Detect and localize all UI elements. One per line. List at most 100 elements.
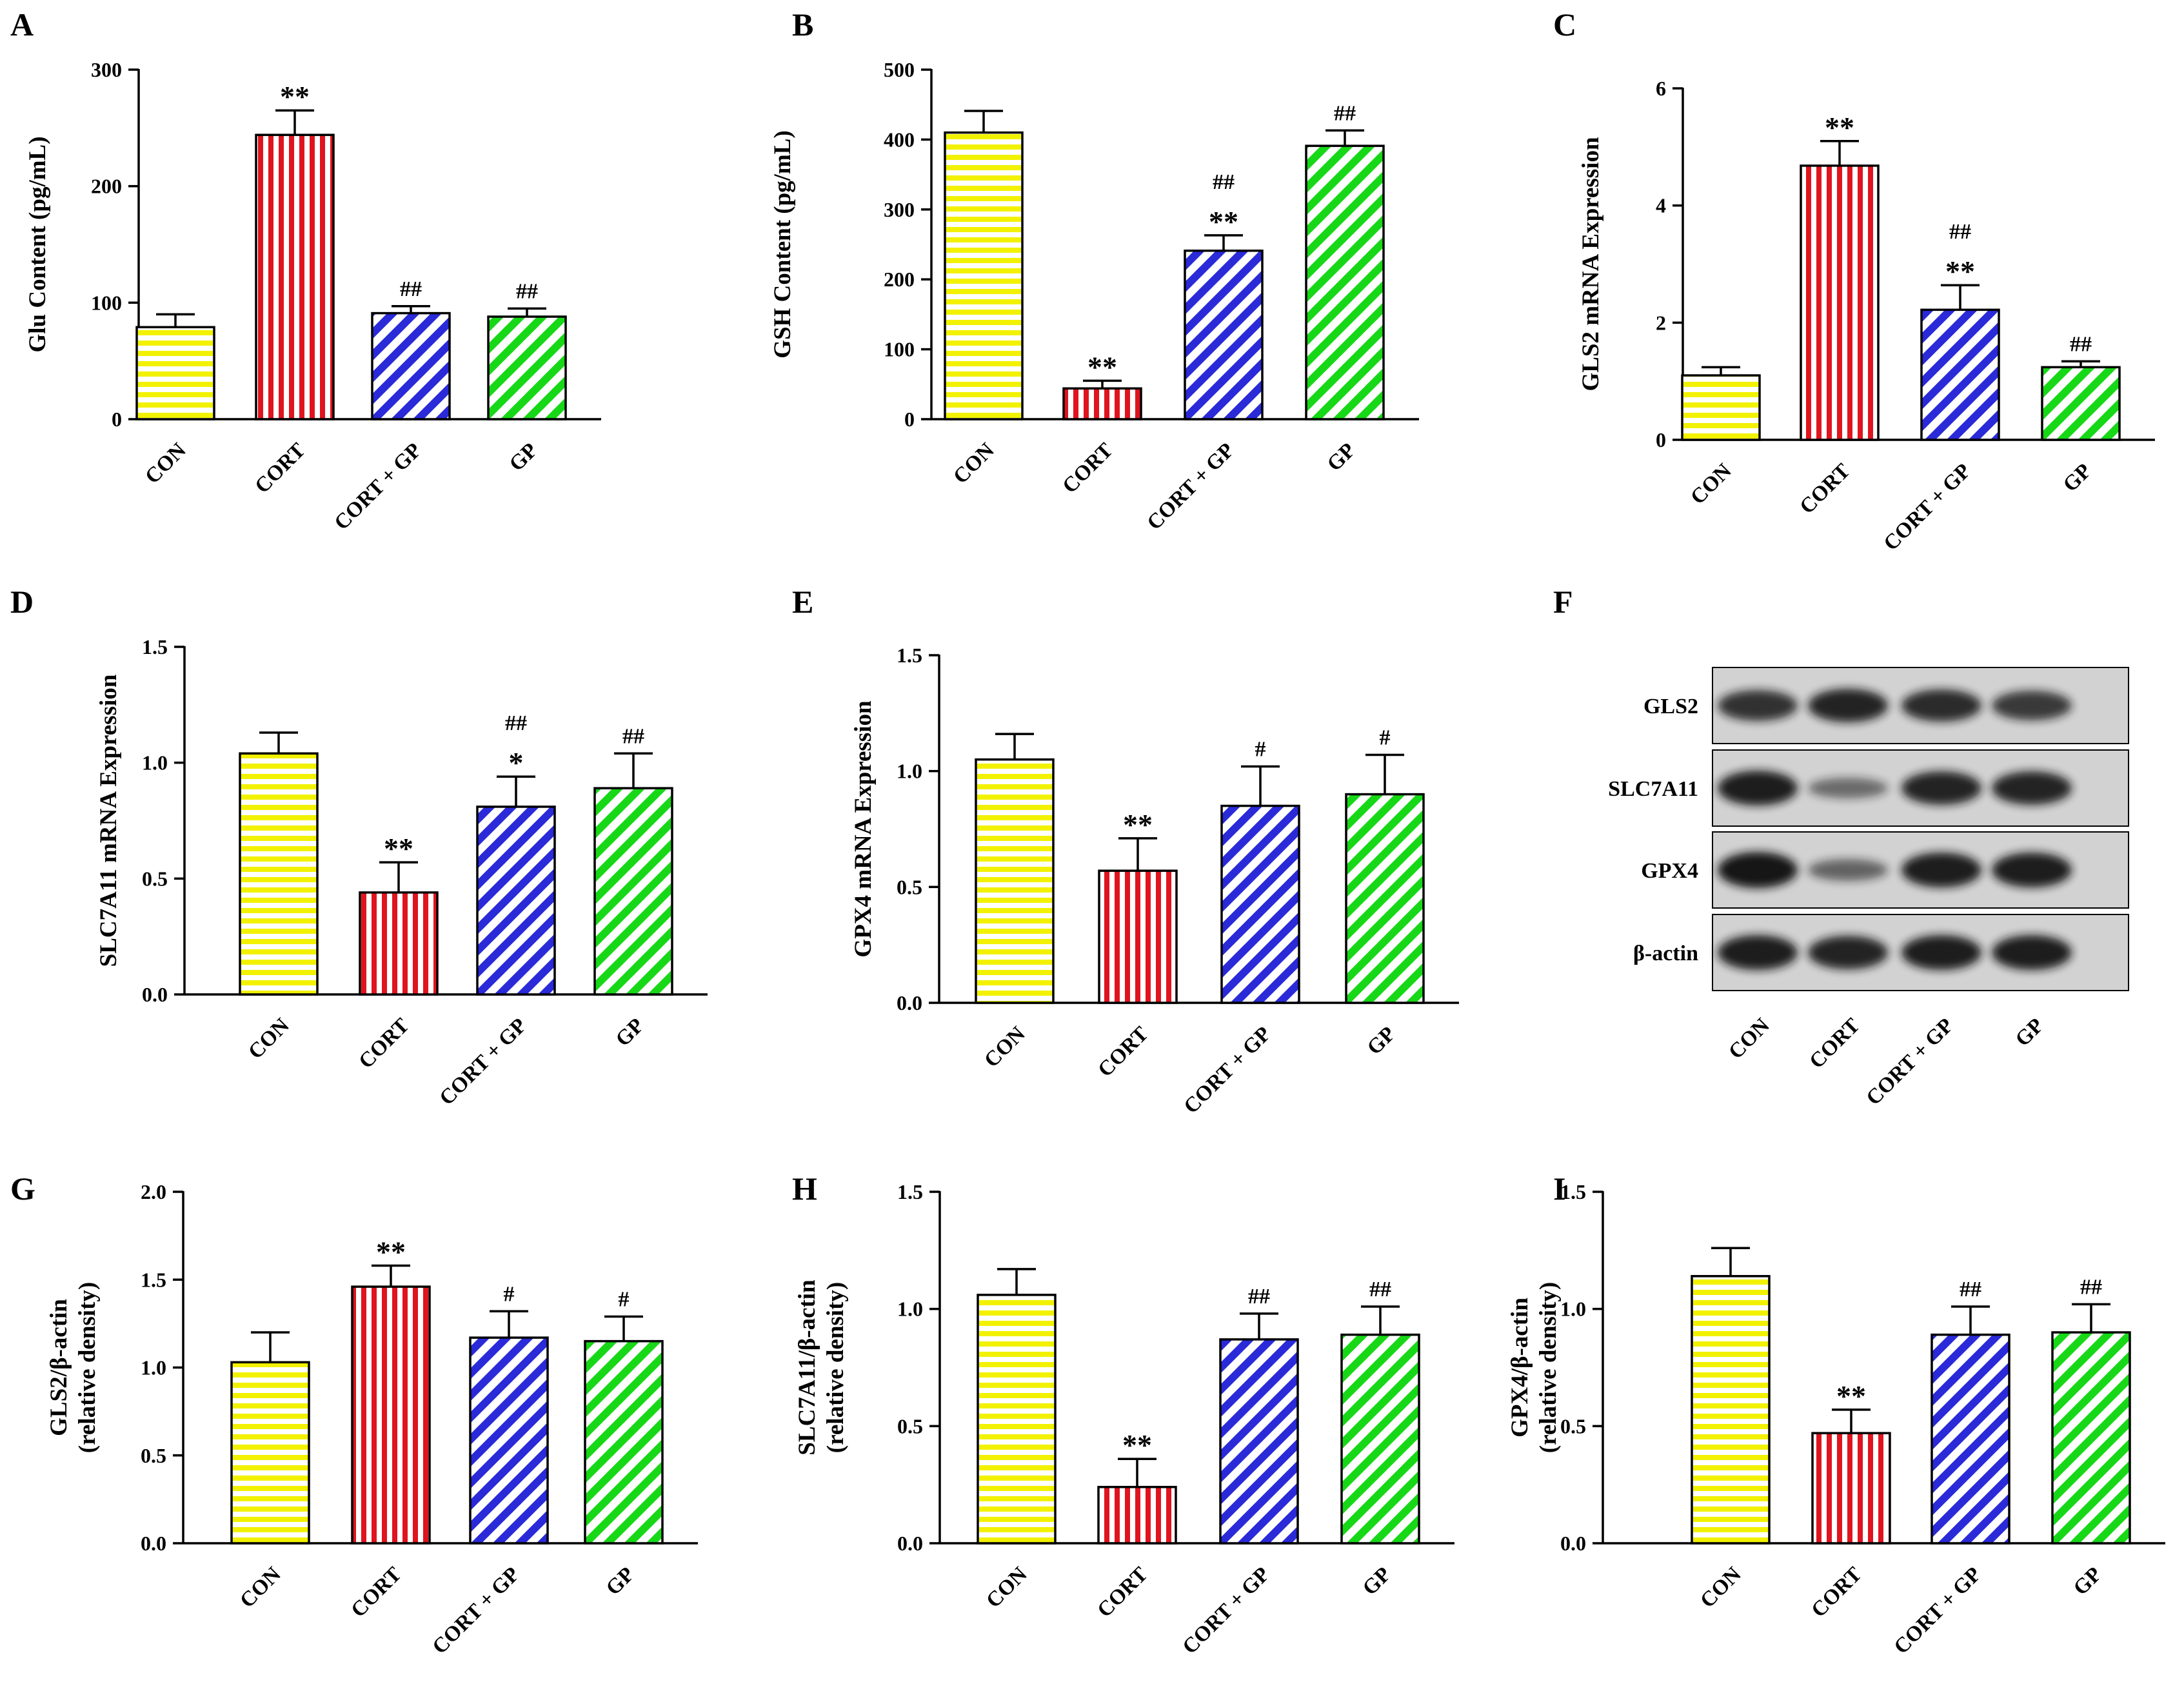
y-tick-label: 0.0 (897, 991, 922, 1014)
significance-star: ** (384, 832, 413, 865)
panel-letter: E (792, 584, 813, 620)
y-tick-label: 0.5 (141, 1444, 166, 1467)
y-tick-label: 1.5 (1560, 1180, 1586, 1203)
x-tick-label: CORT (1807, 1563, 1867, 1622)
x-tick-label: GP (1358, 1563, 1396, 1600)
bar-cort (1097, 1486, 1177, 1545)
significance-hash: ## (2070, 332, 2092, 356)
panel-letter: I (1553, 1170, 1565, 1207)
significance-star: * (509, 746, 524, 779)
panel-letter: B (792, 6, 813, 43)
bar-cort-gp (476, 805, 556, 996)
x-tick-label: CORT (355, 1014, 414, 1073)
blot-band (1901, 935, 1981, 970)
x-tick-label: CORT (1796, 459, 1855, 519)
bar-cort-gp (1184, 250, 1264, 420)
blot-lane-label: CORT (1805, 1014, 1865, 1073)
y-tick-label: 0 (112, 408, 122, 431)
blot-band (1808, 689, 1888, 722)
panel-h: H SLC7A11/β-actin (relative density) 0.0 0.5… (792, 1170, 1454, 1659)
blot-protein-label: SLC7A11 (1608, 777, 1698, 801)
significance-hash: # (504, 1282, 515, 1306)
y-tick-label: 1.0 (141, 1356, 166, 1379)
bar-con (975, 758, 1055, 1004)
x-tick-label: CON (1696, 1563, 1745, 1612)
bar-gp (1305, 144, 1385, 420)
significance-hash: # (619, 1287, 630, 1311)
y-tick-label: 200 (91, 175, 122, 198)
blot-band (1901, 853, 1981, 887)
y-axis-label: Glu Content (pg/mL) (25, 136, 51, 352)
y-tick-label: 1.5 (142, 635, 168, 658)
bar-con (1681, 374, 1761, 441)
blot-lane-label: CON (1724, 1014, 1774, 1063)
significance-hash: ## (400, 277, 422, 301)
significance-hash: ## (1213, 170, 1235, 194)
bar-gp (2041, 366, 2121, 441)
blot-band (1901, 771, 1981, 805)
bar-cort-gp (1931, 1333, 2010, 1545)
significance-hash: ## (1334, 101, 1356, 125)
y-tick-label: 1.5 (897, 644, 922, 667)
panel-d: D SLC7A11 mRNA Expression 0.0 0.5 1.0 1.5 CON *… (10, 584, 708, 1110)
bar-cort (359, 891, 439, 996)
bar-cort (351, 1285, 431, 1545)
blot-protein-label: GPX4 (1641, 859, 1698, 883)
blot-lane-label: GP (2011, 1014, 2049, 1051)
blot-band (1808, 778, 1888, 798)
significance-hash: ## (1369, 1278, 1391, 1301)
y-tick-label: 0.5 (897, 875, 922, 898)
bar-con (1691, 1275, 1771, 1545)
x-tick-label: CORT (1093, 1563, 1153, 1622)
x-tick-label: GP (611, 1014, 649, 1051)
y-tick-label: 4 (1656, 194, 1666, 217)
bar-gp (1345, 793, 1425, 1004)
blot-band (1992, 935, 2072, 970)
y-tick-label: 1.0 (142, 751, 168, 775)
y-axis-label: (relative density) (74, 1282, 101, 1453)
panel-letter: C (1553, 6, 1576, 43)
bar-cort-gp (1920, 308, 2000, 441)
bar-cort (1098, 869, 1178, 1004)
panel-letter: D (10, 584, 34, 620)
significance-star: ** (1945, 255, 1975, 288)
x-tick-label: GP (1323, 439, 1360, 476)
x-tick-label: CORT + GP (428, 1563, 524, 1659)
significance-star: ** (1087, 350, 1117, 383)
panel-b: B GSH Content (pg/mL) 0 100 200 300 400 500 CON *… (769, 6, 1419, 535)
y-tick-label: 0 (1656, 428, 1666, 451)
panel-letter: F (1553, 584, 1573, 620)
y-tick-label: 0.5 (142, 867, 168, 890)
blot-band (1718, 690, 1798, 721)
x-tick-label: CORT (1094, 1022, 1153, 1082)
significance-star: ** (1209, 205, 1238, 238)
y-tick-label: 400 (884, 128, 915, 151)
x-tick-label: CON (949, 439, 998, 488)
significance-star: ** (280, 80, 310, 113)
significance-hash: ## (1248, 1285, 1270, 1309)
bar-gp (1340, 1333, 1420, 1545)
bar-cort (1062, 387, 1142, 420)
x-tick-label: GP (2059, 459, 2096, 497)
x-tick-label: CORT (251, 439, 310, 498)
y-tick-label: 0.0 (897, 1532, 923, 1555)
bar-cort-gp (1219, 1338, 1299, 1545)
y-axis-label: GLS2/β-actin (46, 1299, 72, 1436)
panel-e: E GPX4 mRNA Expression 0.0 0.5 1.0 1.5 CON ** CO… (792, 584, 1459, 1118)
y-tick-label: 1.0 (897, 760, 922, 783)
x-tick-label: CON (982, 1563, 1031, 1612)
significance-star: ** (376, 1235, 406, 1268)
x-tick-label: CON (244, 1014, 293, 1063)
y-axis-label: GPX4 mRNA Expression (850, 700, 877, 958)
blot-band (1808, 859, 1888, 881)
bar-cort (1800, 164, 1880, 441)
x-tick-label: GP (1363, 1022, 1400, 1060)
y-tick-label: 0.0 (142, 983, 168, 1006)
y-tick-label: 1.5 (897, 1180, 923, 1203)
blot-lane-label: CORT + GP (1862, 1014, 1958, 1110)
bar-cort-gp (469, 1336, 549, 1545)
blot-band (1992, 691, 2072, 720)
y-tick-label: 2.0 (141, 1180, 166, 1203)
panel-a: A Glu Content (pg/mL) 0 100 200 300 CON ** CORT #… (10, 6, 601, 535)
